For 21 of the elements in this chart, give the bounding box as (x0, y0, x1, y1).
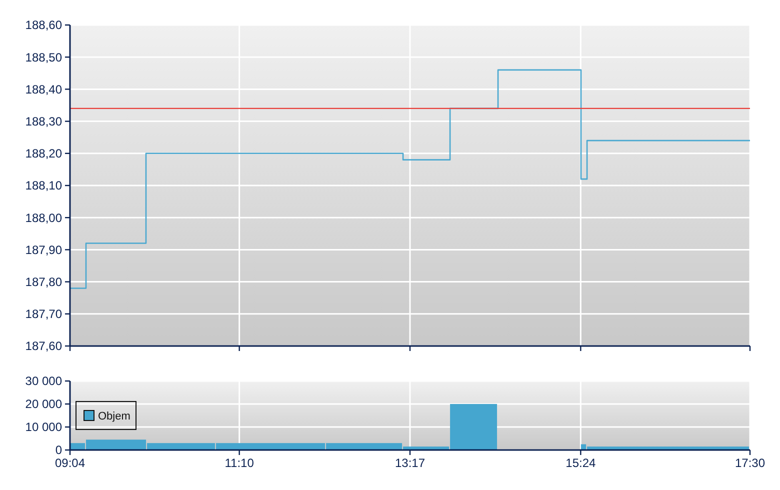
x-tick-label: 11:10 (224, 456, 254, 470)
y-tick-label: 188,00 (25, 210, 62, 225)
x-tick-label: 15:24 (566, 456, 596, 470)
y-tick-label: 188,60 (25, 18, 62, 32)
series-label: Objem (98, 410, 130, 422)
y-tick-label: 30 000 (25, 374, 62, 388)
x-tick-label: 13:17 (394, 456, 426, 470)
y-tick-label: 187,70 (25, 307, 62, 322)
y-tick-label: 187,90 (25, 242, 62, 257)
x-tick-label: 17:30 (734, 456, 766, 470)
y-tick-label: 0 (55, 443, 62, 458)
y-tick-label: 187,60 (25, 339, 62, 354)
y-tick-label: 188,30 (25, 114, 62, 128)
x-tick-label: 09:04 (54, 456, 86, 470)
y-tick-label: 188,10 (25, 178, 62, 193)
y-tick-label: 188,20 (25, 146, 62, 161)
y-tick-label: 188,40 (25, 82, 62, 96)
y-tick-label: 187,80 (25, 275, 62, 289)
y-tick-label: 188,50 (25, 50, 62, 64)
y-tick-label: 10 000 (25, 420, 62, 434)
y-tick-label: 20 000 (25, 397, 62, 412)
